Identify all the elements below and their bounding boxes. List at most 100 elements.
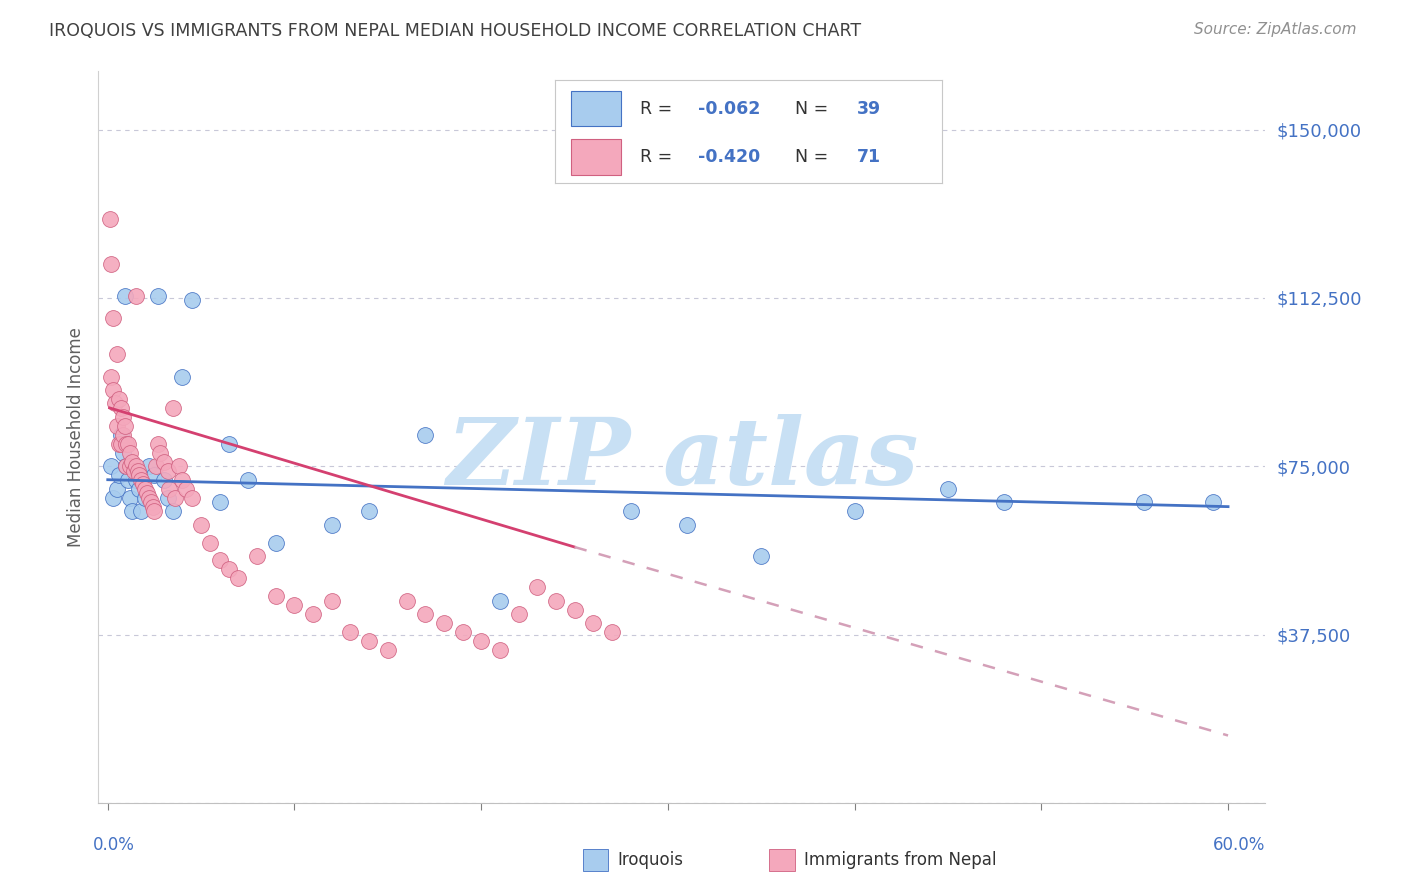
Point	[120, 446, 142, 460]
Point	[125, 289, 148, 303]
FancyBboxPatch shape	[582, 849, 609, 871]
Point	[131, 504, 153, 518]
Point	[359, 634, 381, 648]
Point	[128, 468, 150, 483]
Point	[1133, 495, 1156, 509]
Point	[544, 594, 567, 608]
Text: R =: R =	[641, 148, 678, 166]
Text: Source: ZipAtlas.com: Source: ZipAtlas.com	[1194, 22, 1357, 37]
Point	[174, 482, 197, 496]
Text: 0.0%: 0.0%	[93, 836, 135, 854]
Point	[167, 459, 190, 474]
Point	[103, 311, 125, 326]
Point	[283, 599, 305, 613]
Point	[162, 504, 184, 518]
Point	[139, 495, 162, 509]
Point	[156, 491, 179, 505]
Point	[100, 257, 122, 271]
Point	[236, 473, 259, 487]
Point	[132, 477, 155, 491]
Point	[128, 482, 150, 496]
Point	[100, 369, 122, 384]
Point	[228, 571, 250, 585]
Point	[105, 347, 128, 361]
Point	[125, 473, 148, 487]
Point	[103, 383, 125, 397]
Point	[600, 625, 623, 640]
Point	[489, 594, 512, 608]
Point	[110, 401, 132, 415]
Point	[844, 504, 866, 518]
Point	[180, 293, 202, 308]
Point	[190, 517, 212, 532]
Point	[105, 418, 128, 433]
Point	[145, 459, 167, 474]
Point	[936, 482, 959, 496]
FancyBboxPatch shape	[769, 849, 796, 871]
Point	[1202, 495, 1225, 509]
Point	[127, 464, 149, 478]
Point	[489, 643, 512, 657]
Point	[114, 418, 136, 433]
Point	[134, 482, 156, 496]
Point	[302, 607, 325, 622]
Point	[619, 504, 641, 518]
Point	[120, 491, 142, 505]
Point	[111, 409, 134, 424]
Text: R =: R =	[641, 100, 678, 118]
Point	[105, 482, 128, 496]
FancyBboxPatch shape	[571, 91, 621, 127]
Point	[321, 594, 343, 608]
Point	[339, 625, 361, 640]
Point	[321, 517, 343, 532]
Text: ZIP atlas: ZIP atlas	[446, 414, 918, 504]
Point	[131, 473, 153, 487]
Point	[208, 495, 231, 509]
Point	[152, 473, 174, 487]
Text: Iroquois: Iroquois	[617, 851, 683, 869]
Point	[433, 616, 456, 631]
Point	[208, 553, 231, 567]
Point	[993, 495, 1015, 509]
Point	[163, 491, 186, 505]
Point	[413, 427, 436, 442]
Point	[146, 289, 169, 303]
Point	[142, 500, 165, 514]
Text: -0.420: -0.420	[699, 148, 761, 166]
Point	[526, 581, 548, 595]
Point	[110, 427, 132, 442]
Text: Immigrants from Nepal: Immigrants from Nepal	[804, 851, 997, 869]
Y-axis label: Median Household Income: Median Household Income	[66, 327, 84, 547]
Point	[413, 607, 436, 622]
Point	[200, 535, 222, 549]
Text: IROQUOIS VS IMMIGRANTS FROM NEPAL MEDIAN HOUSEHOLD INCOME CORRELATION CHART: IROQUOIS VS IMMIGRANTS FROM NEPAL MEDIAN…	[49, 22, 862, 40]
Point	[136, 486, 159, 500]
Point	[157, 482, 180, 496]
Point	[117, 437, 139, 451]
Point	[122, 464, 145, 478]
Point	[111, 446, 134, 460]
Text: N =: N =	[796, 100, 834, 118]
Point	[138, 491, 160, 505]
Text: 39: 39	[858, 100, 882, 118]
Point	[172, 473, 194, 487]
FancyBboxPatch shape	[571, 139, 621, 175]
Point	[100, 459, 122, 474]
Point	[108, 468, 131, 483]
Point	[114, 289, 136, 303]
Point	[395, 594, 418, 608]
Point	[146, 437, 169, 451]
Point	[172, 369, 194, 384]
Point	[470, 634, 492, 648]
Point	[121, 455, 143, 469]
Point	[111, 427, 134, 442]
Point	[162, 401, 184, 415]
Point	[152, 455, 174, 469]
Point	[377, 643, 399, 657]
Point	[108, 392, 131, 406]
Point	[120, 459, 142, 474]
Point	[98, 212, 121, 227]
Point	[180, 491, 202, 505]
Text: 60.0%: 60.0%	[1213, 836, 1265, 854]
Point	[103, 491, 125, 505]
